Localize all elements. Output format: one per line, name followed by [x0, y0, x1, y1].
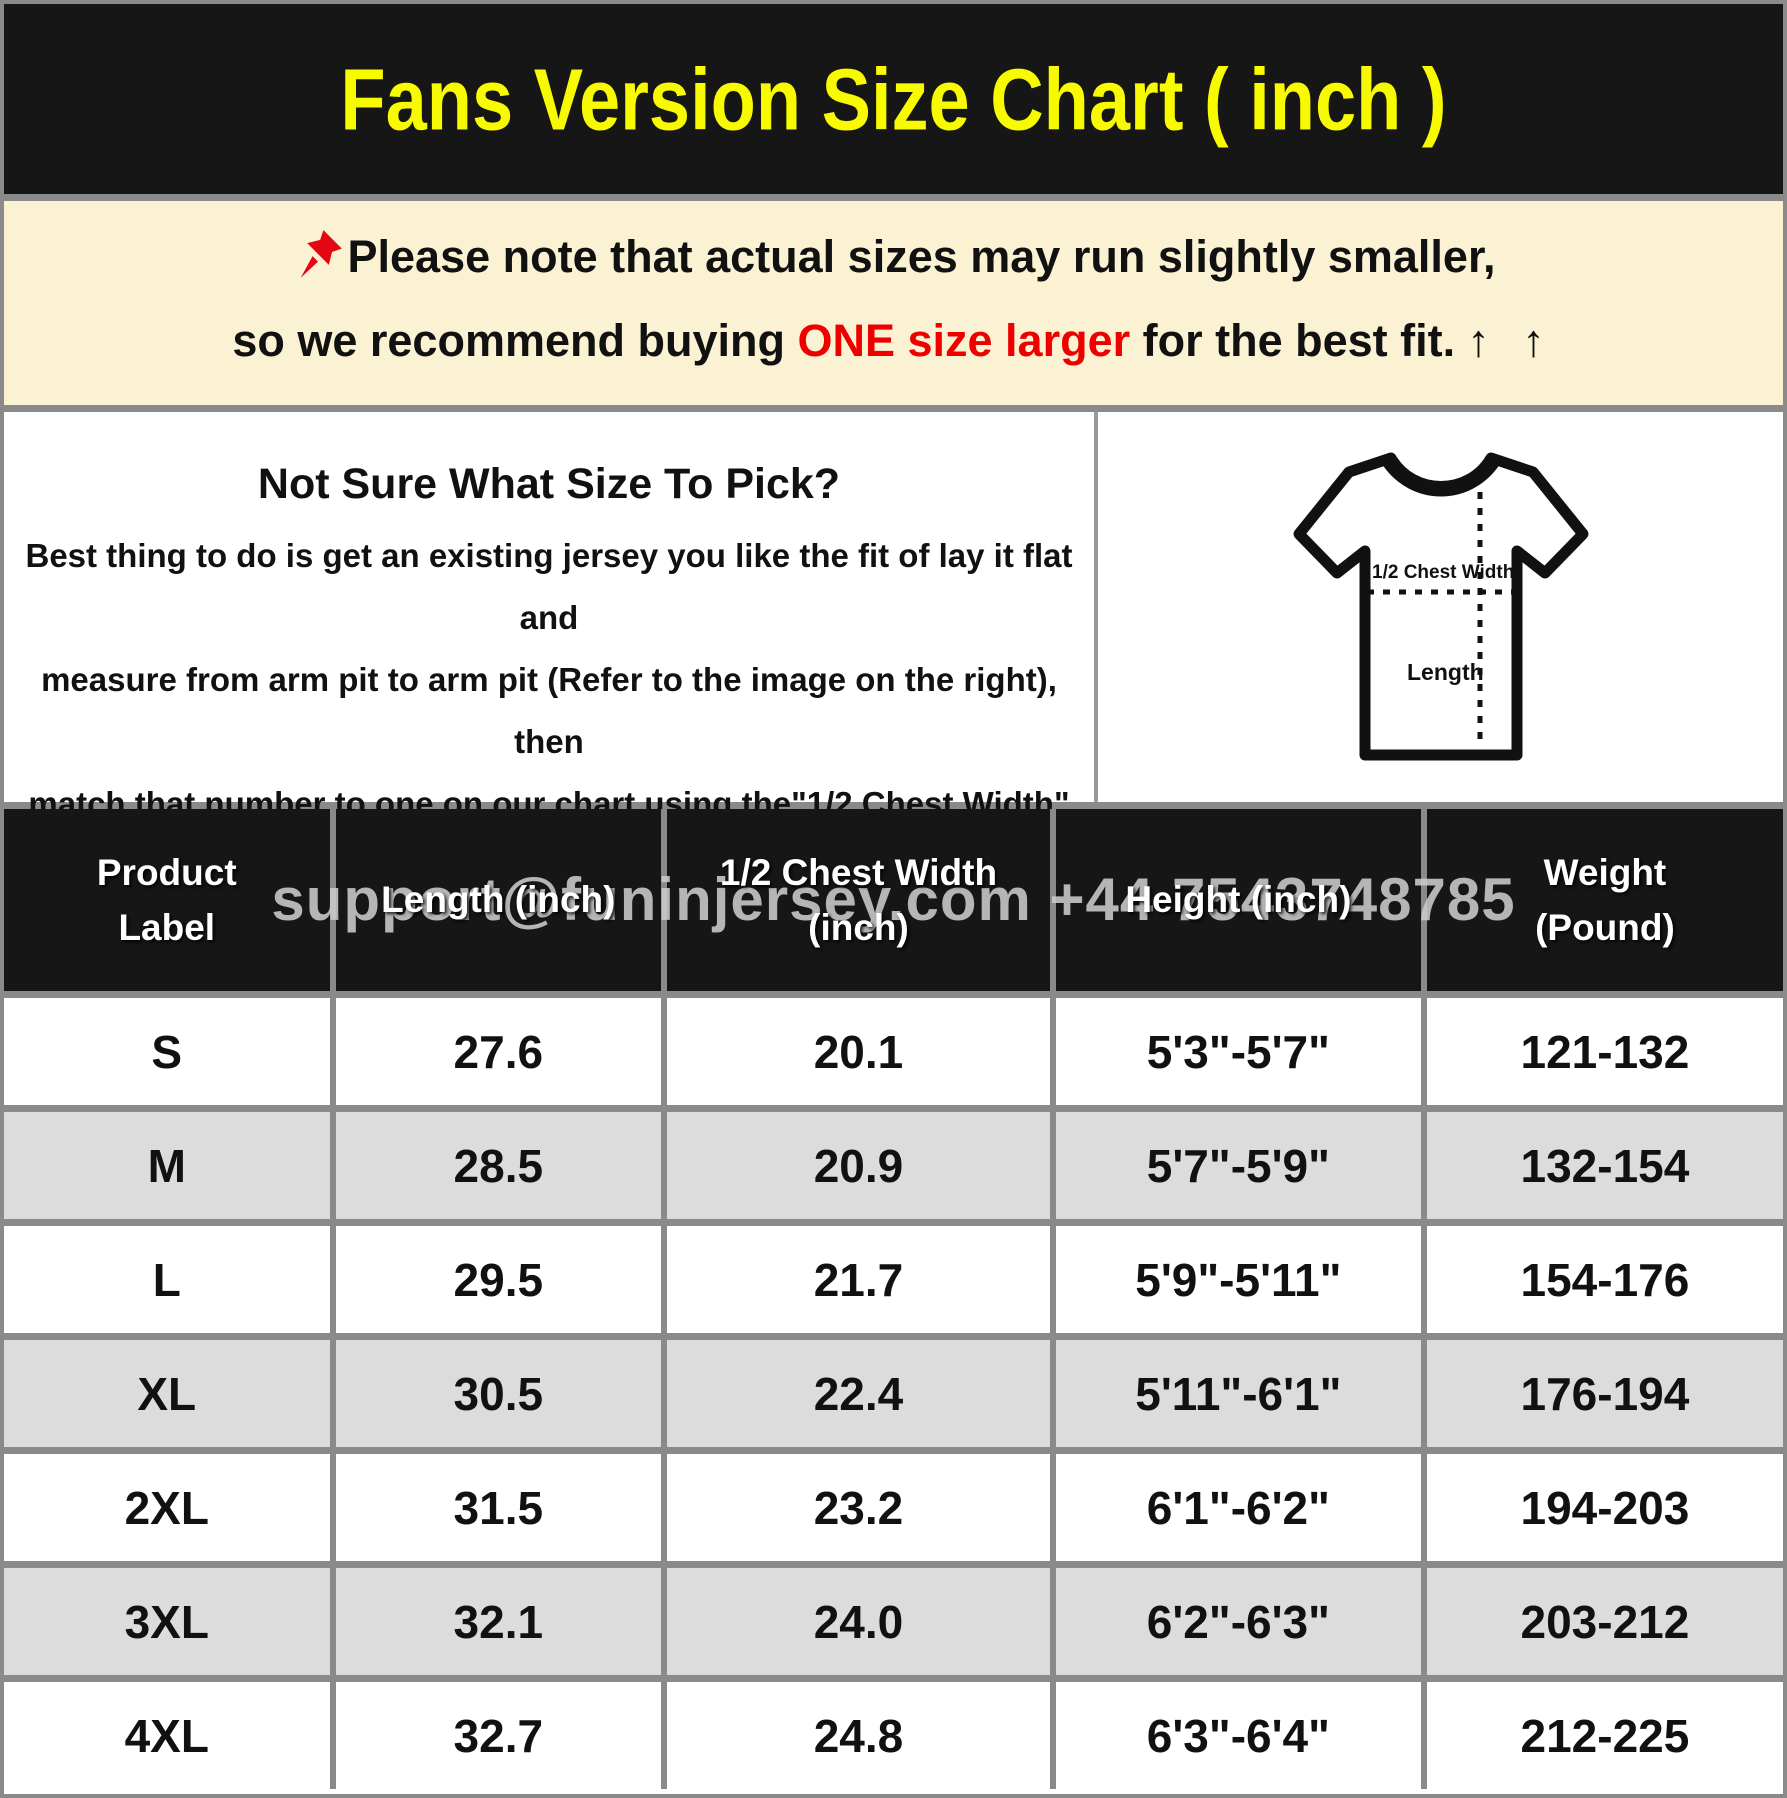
notice-line-2: so we recommend buying ONE size larger f…: [4, 315, 1783, 367]
table-cell-chest: 24.0: [667, 1568, 1050, 1675]
table-cell-weight: 154-176: [1426, 1226, 1783, 1333]
tshirt-diagram-icon: 1/2 Chest Width Length: [1293, 452, 1588, 761]
guide-heading: Not Sure What Size To Pick?: [257, 460, 841, 508]
measurement-diagram: 1/2 Chest Width Length: [1098, 412, 1783, 802]
page-title: Fans Version Size Chart ( inch ): [340, 50, 1447, 148]
table-cell-height: 5'11"-6'1": [1055, 1340, 1421, 1447]
table-cell-length: 32.1: [335, 1568, 662, 1675]
notice-text-2b: for the best fit.: [1130, 315, 1456, 366]
table-cell-height: 5'9"-5'11": [1055, 1226, 1421, 1333]
column-header-product-label: Product Label: [4, 809, 330, 991]
divider: [4, 802, 1783, 809]
table-cell-length: 28.5: [335, 1112, 662, 1219]
table-cell-weight: 212-225: [1426, 1682, 1783, 1789]
divider: [4, 405, 1783, 412]
notice-line-1: Please note that actual sizes may run sl…: [4, 230, 1783, 283]
diagram-length-label: Length: [1407, 659, 1484, 685]
table-cell-size: S: [4, 998, 330, 1105]
table-cell-height: 6'2"-6'3": [1055, 1568, 1421, 1675]
table-cell-chest: 20.9: [667, 1112, 1050, 1219]
table-cell-length: 30.5: [335, 1340, 662, 1447]
sizing-guide-section: Not Sure What Size To Pick? Best thing t…: [4, 412, 1783, 884]
notice-banner: Please note that actual sizes may run sl…: [4, 201, 1783, 405]
table-cell-height: 5'7"-5'9": [1055, 1112, 1421, 1219]
table-cell-chest: 22.4: [667, 1340, 1050, 1447]
table-cell-chest: 23.2: [667, 1454, 1050, 1561]
table-cell-size: XL: [4, 1340, 330, 1447]
table-cell-weight: 121-132: [1426, 998, 1783, 1105]
notice-text-1: Please note that actual sizes may run sl…: [347, 231, 1496, 282]
table-cell-height: 6'3"-6'4": [1055, 1682, 1421, 1789]
table-cell-weight: 194-203: [1426, 1454, 1783, 1561]
sizing-guide-text: Not Sure What Size To Pick? Best thing t…: [4, 412, 1094, 884]
table-cell-size: 3XL: [4, 1568, 330, 1675]
table-cell-size: 2XL: [4, 1454, 330, 1561]
divider: [4, 194, 1783, 201]
column-header-chest-width: 1/2 Chest Width (inch): [667, 809, 1050, 991]
masthead: Fans Version Size Chart ( inch ): [4, 4, 1783, 194]
table-cell-weight: 132-154: [1426, 1112, 1783, 1219]
column-header-weight: Weight (Pound): [1426, 809, 1783, 991]
table-cell-size: 4XL: [4, 1682, 330, 1789]
size-table-container: support@funinjersey.com +44 7543748785 P…: [4, 809, 1783, 1789]
pushpin-icon: [300, 230, 342, 278]
table-cell-height: 5'3"-5'7": [1055, 998, 1421, 1105]
table-cell-chest: 21.7: [667, 1226, 1050, 1333]
notice-text-2a: so we recommend buying: [232, 315, 798, 366]
table-cell-chest: 20.1: [667, 998, 1050, 1105]
diagram-chest-label: 1/2 Chest Width: [1372, 562, 1514, 583]
table-cell-weight: 176-194: [1426, 1340, 1783, 1447]
notice-highlight: ONE size larger: [797, 315, 1131, 366]
table-cell-length: 31.5: [335, 1454, 662, 1561]
table-cell-size: M: [4, 1112, 330, 1219]
table-cell-length: 32.7: [335, 1682, 662, 1789]
column-header-length: Length (inch): [335, 809, 662, 991]
table-cell-length: 29.5: [335, 1226, 662, 1333]
table-cell-height: 6'1"-6'2": [1055, 1454, 1421, 1561]
table-cell-weight: 203-212: [1426, 1568, 1783, 1675]
table-cell-length: 27.6: [335, 998, 662, 1105]
table-cell-chest: 24.8: [667, 1682, 1050, 1789]
vertical-divider: [1094, 412, 1098, 802]
column-header-height: Height (inch): [1055, 809, 1421, 991]
up-arrows-icon: ↑ ↑: [1467, 315, 1555, 366]
size-table: Product Label Length (inch) 1/2 Chest Wi…: [4, 809, 1783, 1789]
table-cell-size: L: [4, 1226, 330, 1333]
